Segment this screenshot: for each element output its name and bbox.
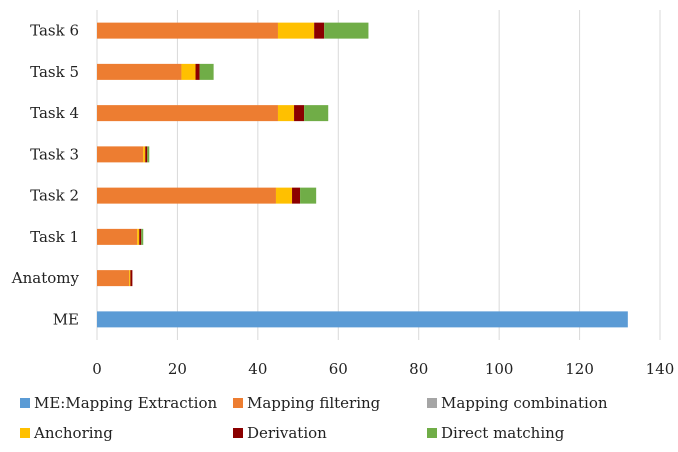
bar-segment	[97, 22, 278, 39]
bar-segment	[97, 105, 278, 122]
bar-segment	[143, 146, 146, 163]
bar-segment	[304, 105, 329, 122]
legend-swatch	[20, 398, 30, 408]
bar-segment	[199, 63, 214, 80]
bar-segment	[300, 187, 317, 204]
x-tick-label: 20	[168, 360, 187, 378]
legend-label: Direct matching	[441, 424, 565, 442]
x-tick-label: 40	[248, 360, 267, 378]
legend-swatch	[233, 428, 243, 438]
x-tick-label: 140	[646, 360, 675, 378]
bar-segment	[275, 187, 293, 204]
bar-segment	[137, 228, 140, 245]
legend: ME:Mapping Extraction Mapping filtering Ma…	[20, 394, 608, 442]
legend-label: Derivation	[247, 424, 327, 442]
y-category-label: Task 2	[30, 187, 79, 205]
bar-segment	[292, 187, 301, 204]
bar-segment	[294, 105, 305, 122]
bar-segment	[97, 146, 144, 163]
y-category-label: Task 5	[30, 63, 79, 81]
bar-segment	[129, 270, 131, 287]
bar-segment	[141, 228, 144, 245]
bar-segment	[97, 63, 182, 80]
bar-segment	[97, 270, 130, 287]
legend-swatch	[20, 428, 30, 438]
x-tick-label: 0	[92, 360, 102, 378]
y-category-label: Task 4	[30, 104, 79, 122]
bar-segment	[277, 22, 315, 39]
x-tick-label: 120	[565, 360, 594, 378]
y-category-label: ME	[53, 310, 79, 328]
bar-segment	[139, 228, 142, 245]
legend-label: ME:Mapping Extraction	[34, 394, 218, 412]
y-category-label: Task 3	[30, 145, 79, 163]
x-axis-ticks: 0 20 40 60 80 100 120 140	[92, 360, 674, 378]
gridlines	[96, 10, 661, 340]
bars	[97, 22, 628, 328]
y-category-label: Task 6	[30, 22, 79, 40]
bar-segment	[97, 311, 628, 328]
x-tick-label: 60	[329, 360, 348, 378]
legend-label: Mapping filtering	[247, 394, 381, 412]
bar-segment	[147, 146, 150, 163]
x-tick-label: 80	[409, 360, 428, 378]
y-category-label: Anatomy	[11, 269, 80, 287]
legend-label: Anchoring	[33, 424, 113, 442]
bar-segment	[195, 63, 200, 80]
bar-segment	[314, 22, 325, 39]
bar-segment	[130, 270, 133, 287]
x-tick-label: 100	[485, 360, 514, 378]
bar-segment	[145, 146, 148, 163]
legend-label: Mapping combination	[441, 394, 608, 412]
y-category-label: Task 1	[30, 228, 79, 246]
bar-segment	[97, 187, 276, 204]
bar-segment	[97, 228, 138, 245]
legend-swatch	[233, 398, 243, 408]
y-axis-category-labels: ME Anatomy Task 1 Task 2 Task 3 Task 4 Task 5 T…	[11, 22, 80, 329]
legend-swatch	[427, 428, 437, 438]
bar-segment	[181, 63, 196, 80]
bar-segment	[324, 22, 369, 39]
legend-swatch	[427, 398, 437, 408]
bar-segment	[277, 105, 295, 122]
